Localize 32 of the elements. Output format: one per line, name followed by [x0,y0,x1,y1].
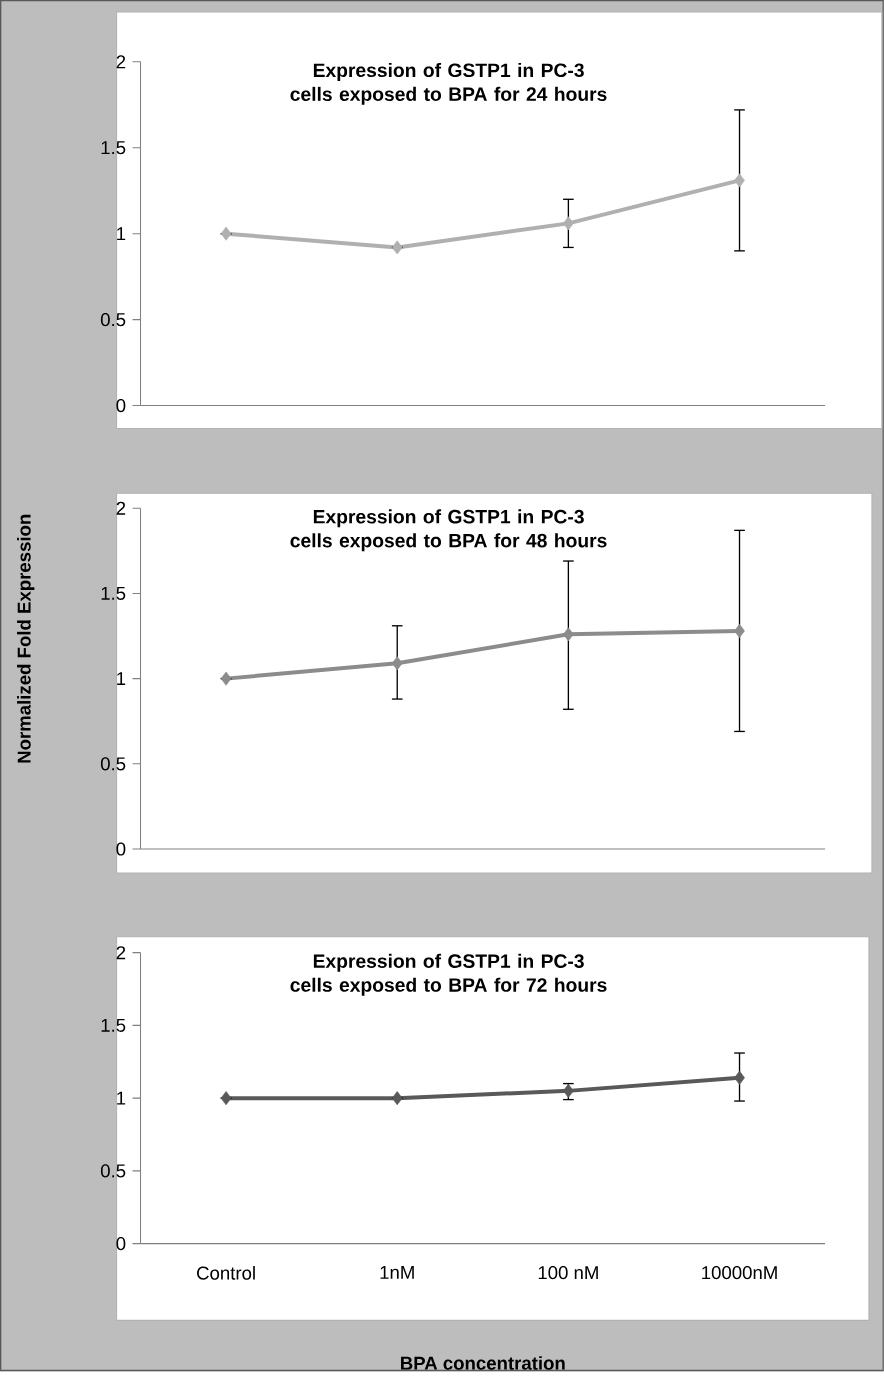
y-tick-label: 0 [116,398,126,413]
x-tick-label: 10000nM [702,1266,777,1280]
y-tick-label: 1.5 [101,141,126,155]
y-tick-label: 1 [117,227,126,241]
point [734,173,745,188]
y-tick-label: 1 [117,1091,126,1105]
y-tick-label: 1 [117,672,126,686]
y-tick-label: 0.5 [101,313,126,327]
y-axis-title: Normalized Fold Expression [17,514,35,763]
point [734,623,745,638]
x-tick-label: 100 nM [538,1266,598,1280]
y-tick-label: 0.5 [101,757,126,771]
point [391,656,403,671]
x-tick-label: Control [197,1266,255,1280]
y-tick-label: 0 [116,1237,126,1251]
point [563,216,574,231]
y-tick-label: 0.5 [101,1164,126,1178]
point [220,671,232,686]
text: Expression of GSTP1 in PC-3 cells exposed to BPA for 24 hours [290,62,607,105]
y-tick-label: 2 [116,946,126,960]
text: Expression of GSTP1 in PC-3 cells exposed to BPA for 72 hours [290,953,607,996]
y-tick-label: 0 [116,842,126,856]
point [220,226,232,241]
x-axis-title: BPA concentration [401,1356,565,1370]
y-tick-label: 2 [116,501,126,515]
y-tick-label: 1.5 [101,1018,126,1032]
point [391,240,403,255]
y-tick-label: 2 [116,55,126,69]
y-tick-label: 1.5 [101,586,126,600]
text: Expression of GSTP1 in PC-3 cells exposed to BPA for 48 hours [290,509,607,552]
point [563,627,574,642]
x-tick-label: 1nM [380,1266,414,1279]
